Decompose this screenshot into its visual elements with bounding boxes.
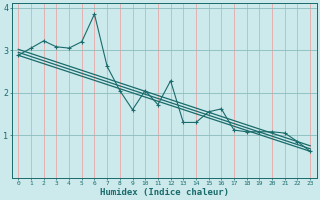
X-axis label: Humidex (Indice chaleur): Humidex (Indice chaleur) xyxy=(100,188,229,197)
